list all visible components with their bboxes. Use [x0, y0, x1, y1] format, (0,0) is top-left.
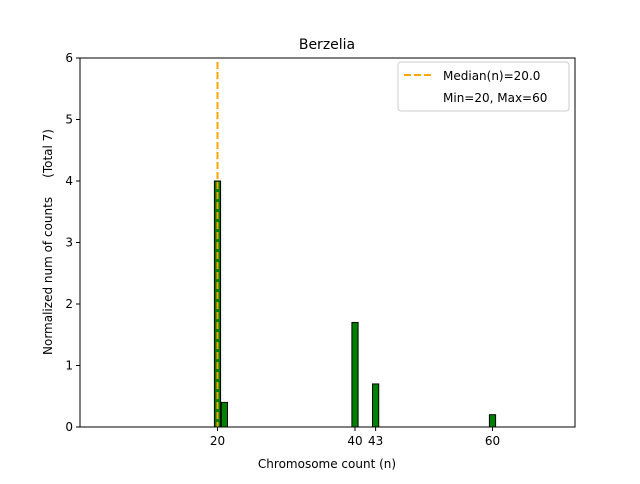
x-tick-label-40: 40: [347, 434, 362, 448]
y-tick-label-6: 6: [65, 51, 73, 65]
y-tick-label-1: 1: [65, 359, 73, 373]
y-tick-label-5: 5: [65, 113, 73, 127]
x-axis-label: Chromosome count (n): [258, 457, 396, 471]
legend-median-label: Median(n)=20.0: [443, 69, 540, 83]
bar-40: [351, 321, 359, 428]
bar-43: [372, 383, 380, 428]
y-axis-label: Normalized num of counts (Total 7): [41, 129, 55, 355]
bar-60: [488, 414, 497, 428]
y-tick-label-0: 0: [65, 420, 73, 434]
plot-frame: [79, 57, 576, 428]
x-tick-label-43: 43: [368, 434, 383, 448]
y-tick-label-3: 3: [65, 236, 73, 250]
legend-box: [397, 61, 570, 112]
y-tick-label-2: 2: [65, 297, 73, 311]
y-tick-label-4: 4: [65, 174, 73, 188]
legend-minmax-label: Min=20, Max=60: [443, 91, 547, 105]
x-tick-label-20: 20: [210, 434, 225, 448]
chart-title: Berzelia: [299, 37, 355, 53]
x-tick-label-60: 60: [485, 434, 500, 448]
bar-21: [220, 401, 228, 428]
legend: Median(n)=20.0 Min=20, Max=60: [397, 61, 570, 112]
